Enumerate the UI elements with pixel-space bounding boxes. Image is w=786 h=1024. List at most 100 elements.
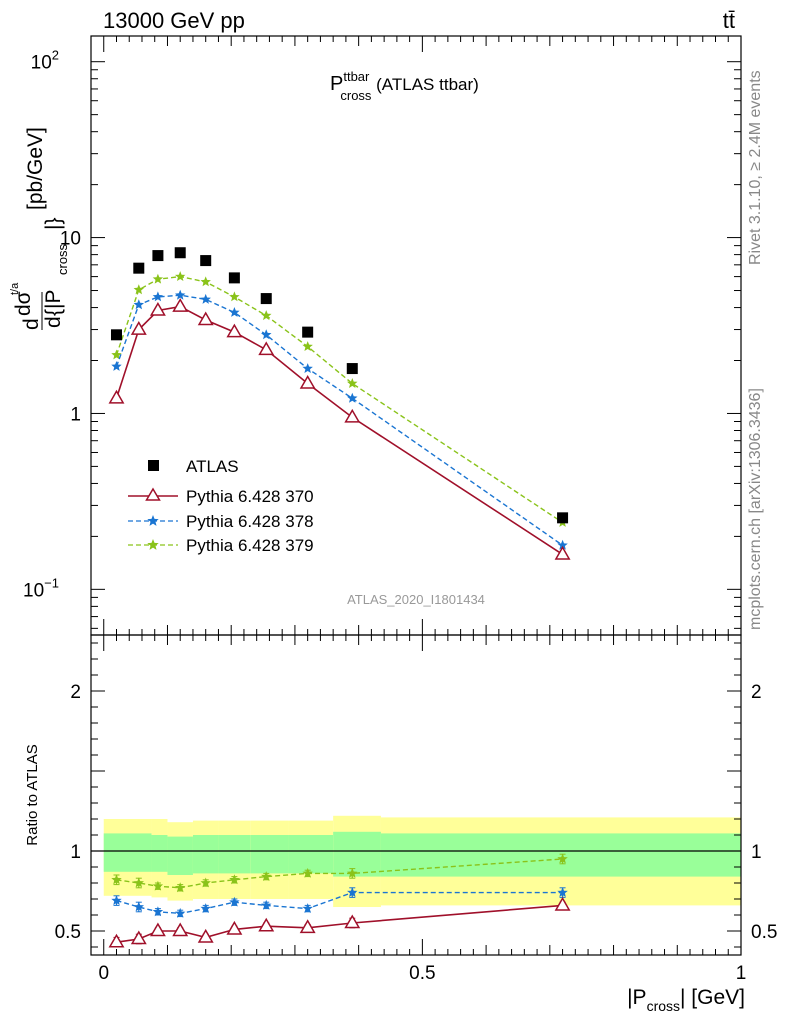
main-point-atlas (174, 247, 186, 259)
ratio-point-p378 (152, 906, 164, 917)
legend: ATLAS Pythia 6.428 370 Pythia 6.428 378 … (128, 457, 314, 555)
main-y-tick-label: 102 (31, 48, 59, 74)
main-point-p378 (347, 392, 358, 403)
main-point-p379 (111, 349, 122, 360)
ratio-line-p370 (116, 904, 563, 943)
ratio-point-p370 (258, 917, 275, 932)
ratio-y-tick-label: 2 (70, 682, 81, 703)
x-tick-label: 1 (736, 963, 747, 984)
main-point-p378 (229, 307, 240, 317)
ratio-point-p370 (149, 922, 166, 937)
ratio-y-tick-label-right: 1 (751, 842, 762, 863)
ratio-point-p378 (347, 887, 358, 897)
main-point-p378 (557, 539, 568, 550)
main-point-p379 (175, 271, 186, 281)
ratio-panel-frame (90, 634, 742, 956)
ylabel-sigma-sup: t/a (9, 282, 21, 295)
main-point-p370 (258, 341, 275, 356)
main-point-p370 (197, 311, 214, 326)
main-point-atlas (557, 512, 569, 524)
main-point-p370 (344, 408, 361, 423)
ratio-y-axis-label: Ratio to ATLAS (24, 744, 41, 845)
ratio-line-p378 (116, 891, 563, 915)
x-axis-label: |Pcross| [GeV] (627, 986, 745, 1014)
main-line-p378 (115, 294, 564, 546)
x-tick-label: 0.5 (409, 963, 435, 984)
main-point-p378 (175, 289, 186, 300)
main-point-p379 (133, 284, 144, 295)
rivet-version-label: Rivet 3.1.10, ≥ 2.4M events (747, 70, 764, 265)
ylabel-d1: d (20, 318, 43, 330)
main-point-atlas (228, 272, 240, 284)
legend-label-atlas: ATLAS (186, 457, 239, 476)
main-point-p370 (130, 321, 147, 335)
legend-marker-atlas (148, 460, 159, 471)
stat-band (167, 836, 193, 875)
main-point-p378 (133, 299, 144, 310)
ratio-point-p378 (229, 896, 240, 907)
main-point-p378 (200, 293, 211, 304)
main-y-tick-label: 1 (70, 404, 81, 425)
ratio-point-p379 (111, 874, 122, 885)
main-line-p370 (115, 305, 564, 556)
main-y-axis-label: d dσ t/a d {|P cross |} [pb/GeV] (9, 127, 70, 330)
ratio-point-p370 (172, 922, 189, 937)
main-point-atlas (346, 363, 358, 375)
legend-marker-370 (145, 487, 161, 501)
main-point-atlas (260, 293, 272, 305)
ratio-point-p379 (261, 871, 272, 881)
main-y-tick-label: 10 (60, 229, 81, 250)
xlabel-post: | [GeV] (680, 986, 745, 1009)
xlabel-sub: cross (647, 998, 680, 1014)
stat-band (218, 835, 251, 874)
ratio-point-p379 (175, 882, 186, 893)
legend-marker-379 (147, 539, 159, 550)
chart-title-suffix: (ATLAS ttbar) (371, 75, 478, 94)
main-point-p378 (261, 329, 272, 340)
ratio-point-p370 (108, 933, 125, 948)
ratio-point-p370 (226, 920, 243, 935)
ratio-panel-ticks: 0.5 0.51 12 20 0.5 1 (55, 635, 777, 984)
main-point-p379 (261, 310, 272, 321)
ylabel-brace-open: {|P (42, 290, 65, 316)
main-point-p378 (152, 291, 164, 302)
ratio-point-p378 (261, 899, 272, 910)
main-y-tick-label: 10−1 (23, 575, 59, 601)
ratio-y-tick-label: 1 (70, 842, 81, 863)
main-line-p379 (115, 275, 563, 524)
chart-title: Pttbar cross (ATLAS ttbar) (330, 69, 479, 103)
xlabel-pre: |P (627, 986, 646, 1009)
main-point-p370 (149, 301, 166, 316)
ratio-point-p379 (200, 877, 211, 888)
ratio-point-p379 (347, 867, 358, 878)
main-panel-data (108, 247, 571, 560)
ylabel-brace-close: |} (42, 218, 65, 230)
legend-label-379: Pythia 6.428 379 (186, 536, 314, 555)
chart-title-sup: ttbar (343, 69, 370, 84)
stat-band (250, 835, 289, 874)
main-point-p379 (152, 273, 164, 284)
ratio-y-tick-label: 0.5 (55, 922, 81, 943)
main-point-p378 (111, 361, 122, 371)
ylabel-d2: d (42, 316, 65, 328)
ratio-point-p370 (344, 914, 361, 929)
main-point-p379 (347, 378, 358, 388)
ratio-point-p378 (175, 907, 186, 918)
ratio-y-tick-label-right: 2 (751, 682, 762, 703)
ratio-point-p378 (302, 903, 313, 913)
stat-band (288, 835, 334, 874)
ratio-line-p379 (116, 858, 563, 889)
main-point-p379 (302, 341, 313, 351)
main-point-atlas (110, 329, 122, 341)
main-point-p370 (226, 323, 243, 338)
stat-band (192, 835, 219, 874)
ratio-uncertainty-bands (91, 815, 741, 907)
main-point-atlas (302, 326, 314, 338)
ratio-y-tick-label-right: 0.5 (751, 922, 777, 943)
ratio-point-p370 (130, 930, 147, 945)
chart-title-sub: cross (340, 88, 372, 103)
main-point-p379 (229, 291, 240, 302)
ylabel-unit: [pb/GeV] (24, 127, 47, 210)
ratio-panel-data (108, 853, 571, 948)
chart-title-main: P (330, 73, 343, 95)
